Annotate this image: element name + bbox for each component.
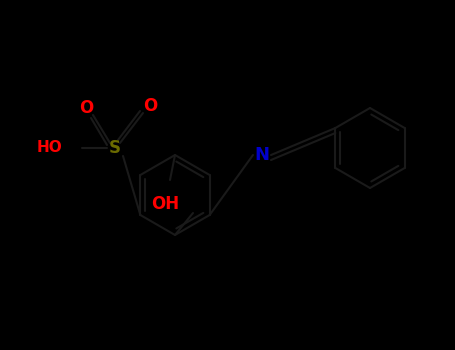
Text: HO: HO bbox=[36, 140, 62, 155]
Text: O: O bbox=[79, 99, 93, 117]
Text: OH: OH bbox=[151, 195, 179, 213]
Text: N: N bbox=[254, 146, 269, 164]
Text: S: S bbox=[109, 139, 121, 157]
Text: O: O bbox=[143, 97, 157, 115]
